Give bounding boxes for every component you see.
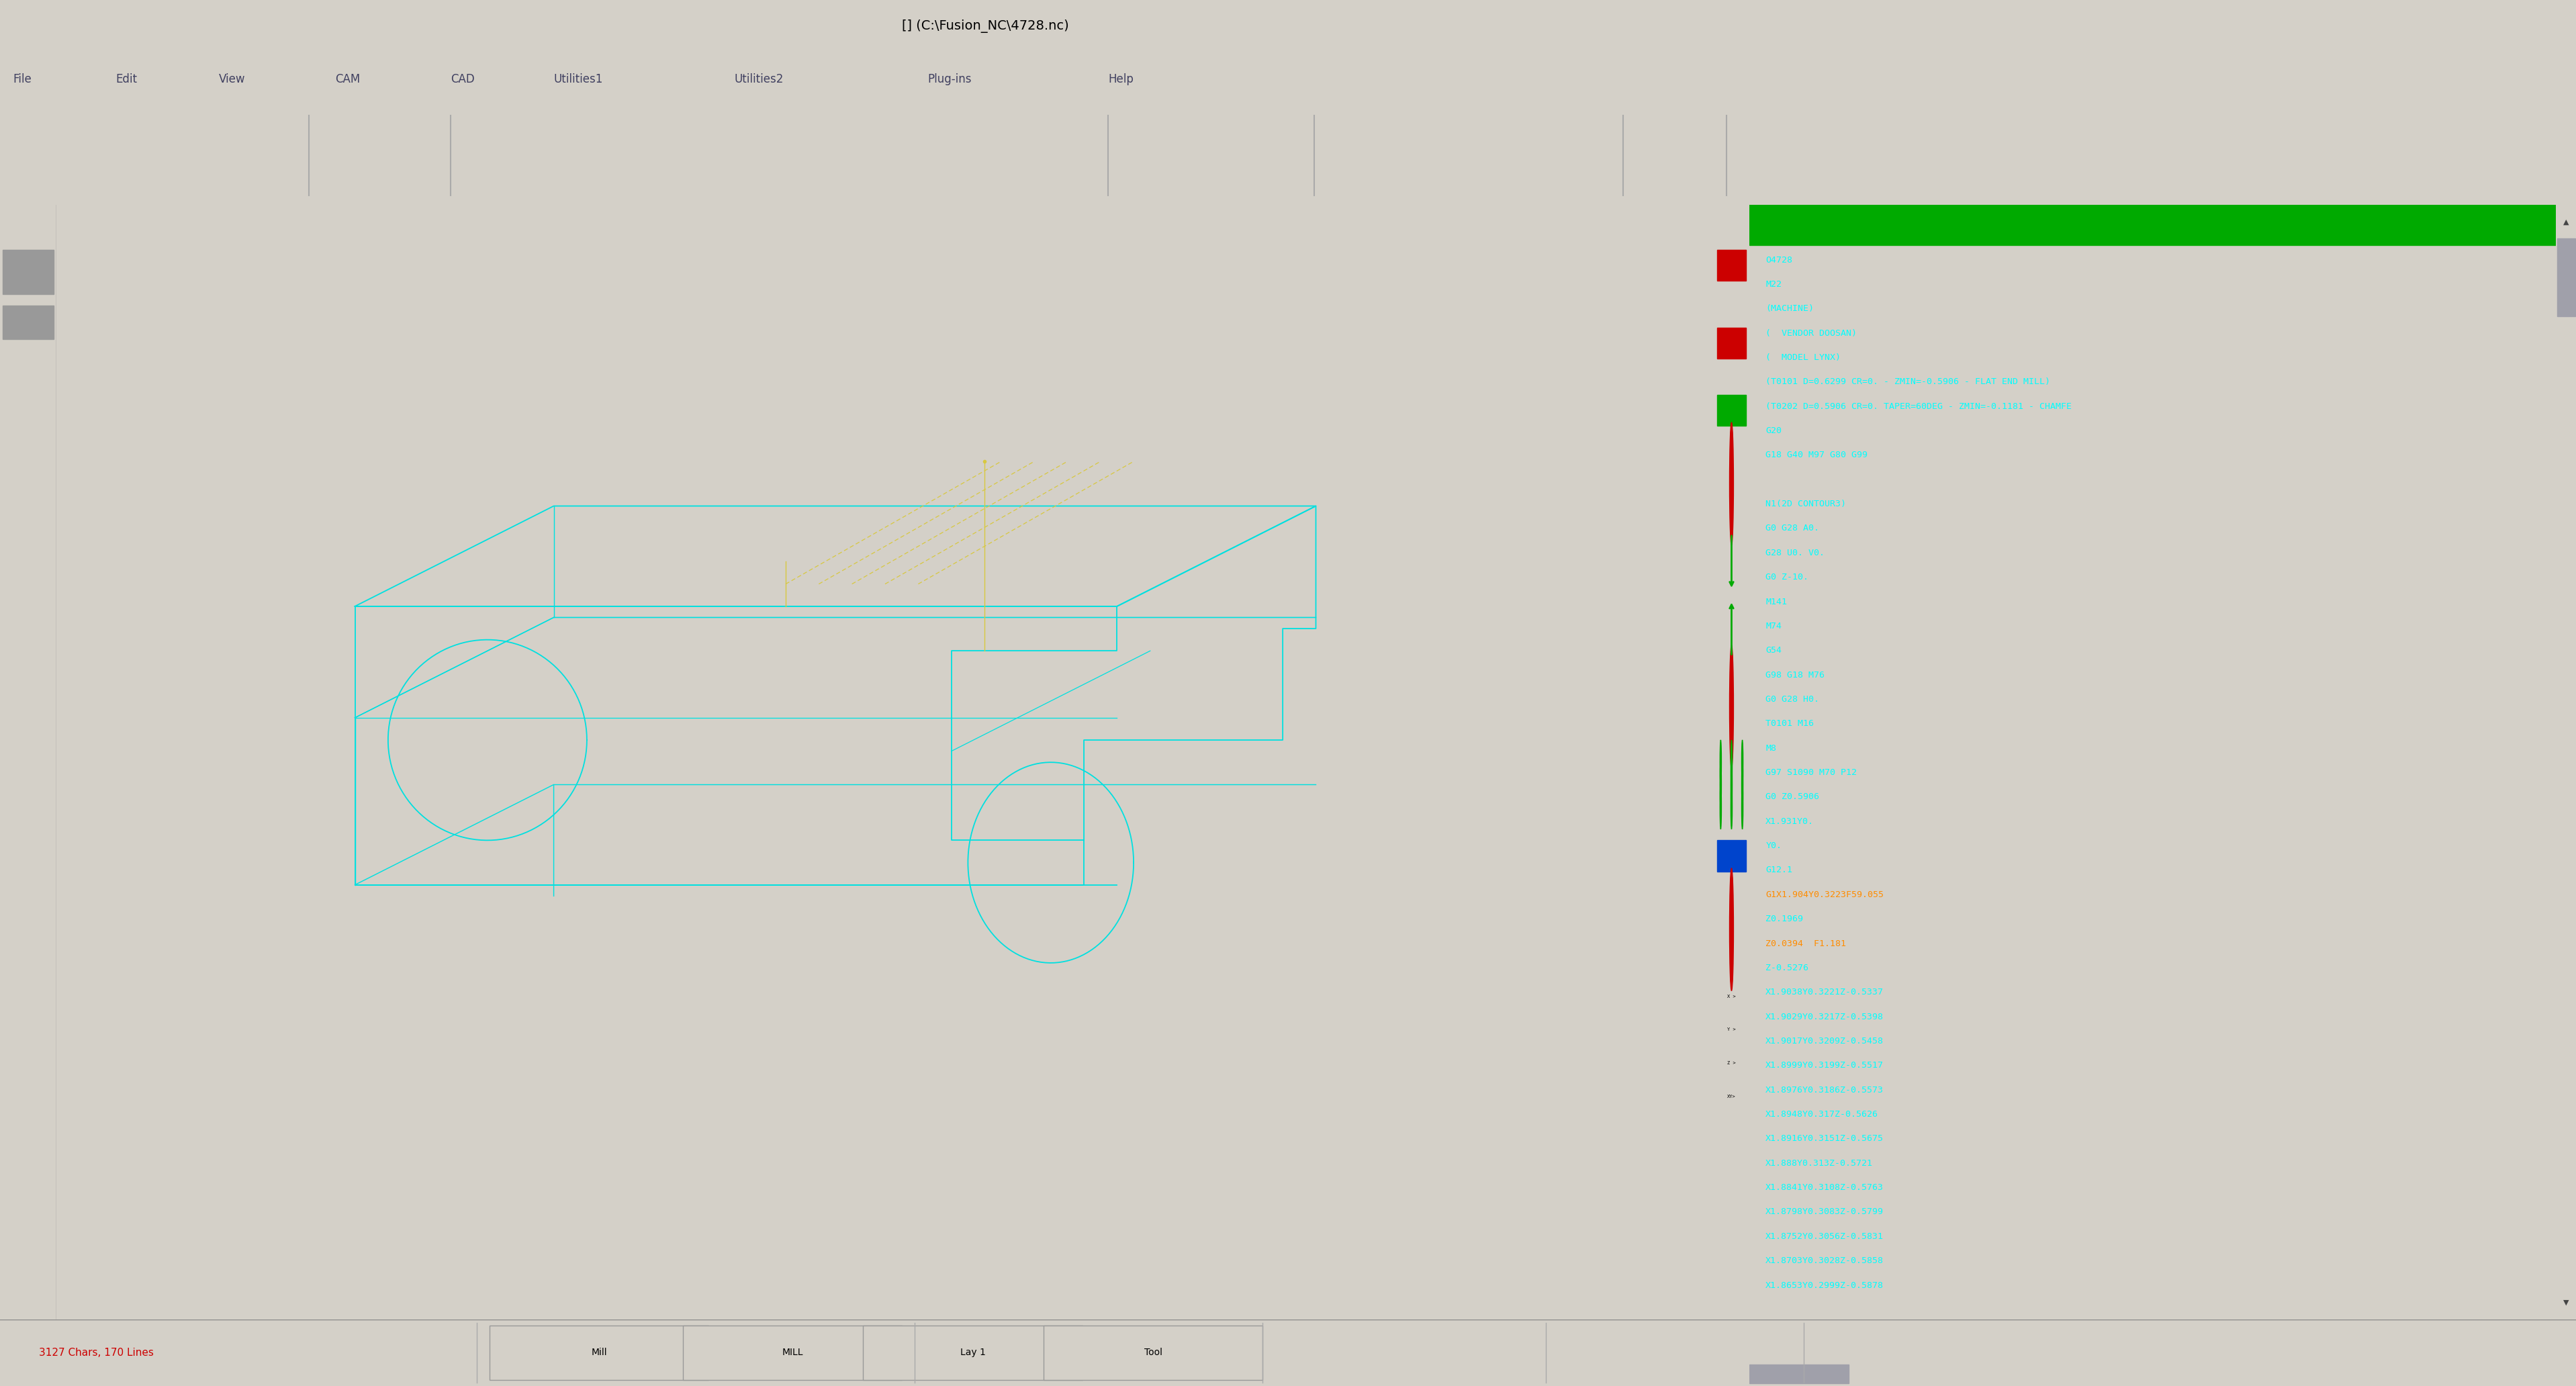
Text: X1.888Y0.313Z-0.5721: X1.888Y0.313Z-0.5721 [1765, 1159, 1873, 1167]
Text: M8: M8 [1765, 744, 1775, 753]
Text: X1.8916Y0.3151Z-0.5675: X1.8916Y0.3151Z-0.5675 [1765, 1135, 1883, 1143]
Bar [1716, 840, 1747, 872]
Text: (T0202 D=0.5906 CR=0. TAPER=60DEG - ZMIN=-0.1181 - CHAMFE: (T0202 D=0.5906 CR=0. TAPER=60DEG - ZMIN… [1765, 402, 2071, 410]
Text: (  MODEL LYNX): ( MODEL LYNX) [1765, 353, 1839, 362]
Text: Help: Help [1108, 73, 1133, 85]
Bar [1716, 327, 1747, 359]
Text: X1.8653Y0.2999Z-0.5878: X1.8653Y0.2999Z-0.5878 [1765, 1281, 1883, 1289]
Bar [1749, 205, 2555, 245]
Text: G18 G40 M97 G80 G99: G18 G40 M97 G80 G99 [1765, 450, 1868, 460]
Text: X1.8948Y0.317Z-0.5626: X1.8948Y0.317Z-0.5626 [1765, 1110, 1878, 1119]
Circle shape [1728, 646, 1734, 768]
Text: (  VENDOR DOOSAN): ( VENDOR DOOSAN) [1765, 328, 1857, 338]
Text: G98 G18 M76: G98 G18 M76 [1765, 671, 1824, 679]
Text: Mill: Mill [590, 1349, 608, 1357]
Text: G0 G28 H0.: G0 G28 H0. [1765, 694, 1819, 704]
Text: Z0.0394  F1.181: Z0.0394 F1.181 [1765, 940, 1847, 948]
FancyBboxPatch shape [683, 1325, 902, 1380]
Text: X1.8976Y0.3186Z-0.5573: X1.8976Y0.3186Z-0.5573 [1765, 1085, 1883, 1095]
Circle shape [1728, 423, 1734, 545]
Text: Y >: Y > [1726, 1028, 1736, 1031]
Text: Z-0.5276: Z-0.5276 [1765, 963, 1808, 972]
Text: Lay 1: Lay 1 [961, 1349, 984, 1357]
Text: ▲: ▲ [2563, 219, 2568, 225]
Text: G12.1: G12.1 [1765, 866, 1793, 875]
Text: Utilities1: Utilities1 [554, 73, 603, 85]
Bar [1749, 1364, 1850, 1383]
Text: X1.9029Y0.3217Z-0.5398: X1.9029Y0.3217Z-0.5398 [1765, 1012, 1883, 1021]
Text: [] (C:\Fusion_NC\4728.nc): [] (C:\Fusion_NC\4728.nc) [902, 19, 1069, 33]
Bar [1716, 249, 1747, 281]
Text: M74: M74 [1765, 622, 1783, 631]
Bar [3, 305, 54, 338]
Text: Edit: Edit [116, 73, 137, 85]
Text: MILL: MILL [781, 1349, 804, 1357]
Text: G20: G20 [1765, 427, 1783, 435]
Text: N1(2D CONTOUR3): N1(2D CONTOUR3) [1765, 500, 1847, 509]
Text: G28 U0. V0.: G28 U0. V0. [1765, 549, 1824, 557]
FancyBboxPatch shape [863, 1325, 1082, 1380]
Text: M22: M22 [1765, 280, 1783, 288]
Text: Utilities2: Utilities2 [734, 73, 783, 85]
Text: X1.8798Y0.3083Z-0.5799: X1.8798Y0.3083Z-0.5799 [1765, 1207, 1883, 1217]
Text: X1.8752Y0.3056Z-0.5831: X1.8752Y0.3056Z-0.5831 [1765, 1232, 1883, 1240]
Text: X1.8999Y0.3199Z-0.5517: X1.8999Y0.3199Z-0.5517 [1765, 1062, 1883, 1070]
Text: G0 Z0.5906: G0 Z0.5906 [1765, 793, 1819, 801]
Text: Z0.1969: Z0.1969 [1765, 915, 1803, 923]
Text: X1.8703Y0.3028Z-0.5858: X1.8703Y0.3028Z-0.5858 [1765, 1257, 1883, 1265]
Text: O4728: O4728 [1765, 255, 1793, 265]
Text: X1.9038Y0.3221Z-0.5337: X1.9038Y0.3221Z-0.5337 [1765, 988, 1883, 997]
Text: G1X1.904Y0.3223F59.055: G1X1.904Y0.3223F59.055 [1765, 890, 1883, 900]
Text: G0 G28 A0.: G0 G28 A0. [1765, 524, 1819, 532]
Circle shape [1728, 868, 1734, 991]
Text: Plug-ins: Plug-ins [927, 73, 971, 85]
Text: CAM: CAM [335, 73, 361, 85]
Text: CAD: CAD [451, 73, 474, 85]
Text: G0 Z-10.: G0 Z-10. [1765, 572, 1808, 582]
Text: X1.931Y0.: X1.931Y0. [1765, 818, 1814, 826]
Bar [1716, 395, 1747, 426]
Text: XY>: XY> [1726, 1095, 1736, 1099]
Text: T0101 M16: T0101 M16 [1765, 719, 1814, 728]
Text: G54: G54 [1765, 646, 1783, 656]
Text: File: File [13, 73, 31, 85]
Bar [3, 249, 54, 294]
Text: X1.9017Y0.3209Z-0.5458: X1.9017Y0.3209Z-0.5458 [1765, 1037, 1883, 1045]
Text: X1.8841Y0.3108Z-0.5763: X1.8841Y0.3108Z-0.5763 [1765, 1184, 1883, 1192]
Text: M141: M141 [1765, 597, 1788, 606]
Text: ▼: ▼ [2563, 1300, 2568, 1306]
Text: View: View [219, 73, 245, 85]
Bar [2555, 238, 2576, 316]
Text: Tool: Tool [1144, 1349, 1162, 1357]
FancyBboxPatch shape [1043, 1325, 1262, 1380]
Text: 3127 Chars, 170 Lines: 3127 Chars, 170 Lines [39, 1347, 155, 1358]
Text: Y0.: Y0. [1765, 841, 1783, 850]
FancyBboxPatch shape [489, 1325, 708, 1380]
Text: X >: X > [1726, 994, 1736, 998]
Text: Z >: Z > [1726, 1062, 1736, 1066]
Text: (T0101 D=0.6299 CR=0. - ZMIN=-0.5906 - FLAT END MILL): (T0101 D=0.6299 CR=0. - ZMIN=-0.5906 - F… [1765, 377, 2050, 387]
Text: (MACHINE): (MACHINE) [1765, 305, 1814, 313]
Text: G97 S1090 M70 P12: G97 S1090 M70 P12 [1765, 768, 1857, 778]
